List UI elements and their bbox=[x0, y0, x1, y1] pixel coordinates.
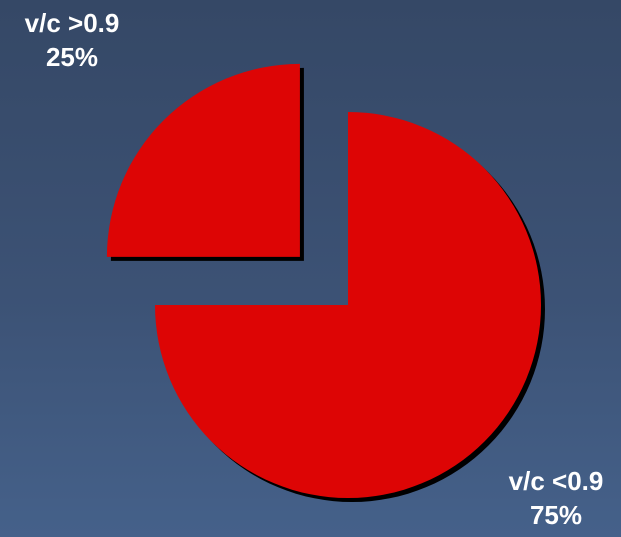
pie-slice-0 bbox=[106, 63, 300, 257]
slice-percent-large: 75% bbox=[529, 500, 583, 530]
slice-name-small: v/c >0.9 bbox=[24, 8, 120, 38]
slice-name-large: v/c <0.9 bbox=[508, 466, 604, 496]
slice-percent-small: 25% bbox=[45, 42, 99, 72]
slice-label-small: v/c >0.9 25% bbox=[2, 6, 142, 74]
pie-slice-1 bbox=[155, 112, 541, 498]
slice-label-large: v/c <0.9 75% bbox=[488, 464, 621, 532]
